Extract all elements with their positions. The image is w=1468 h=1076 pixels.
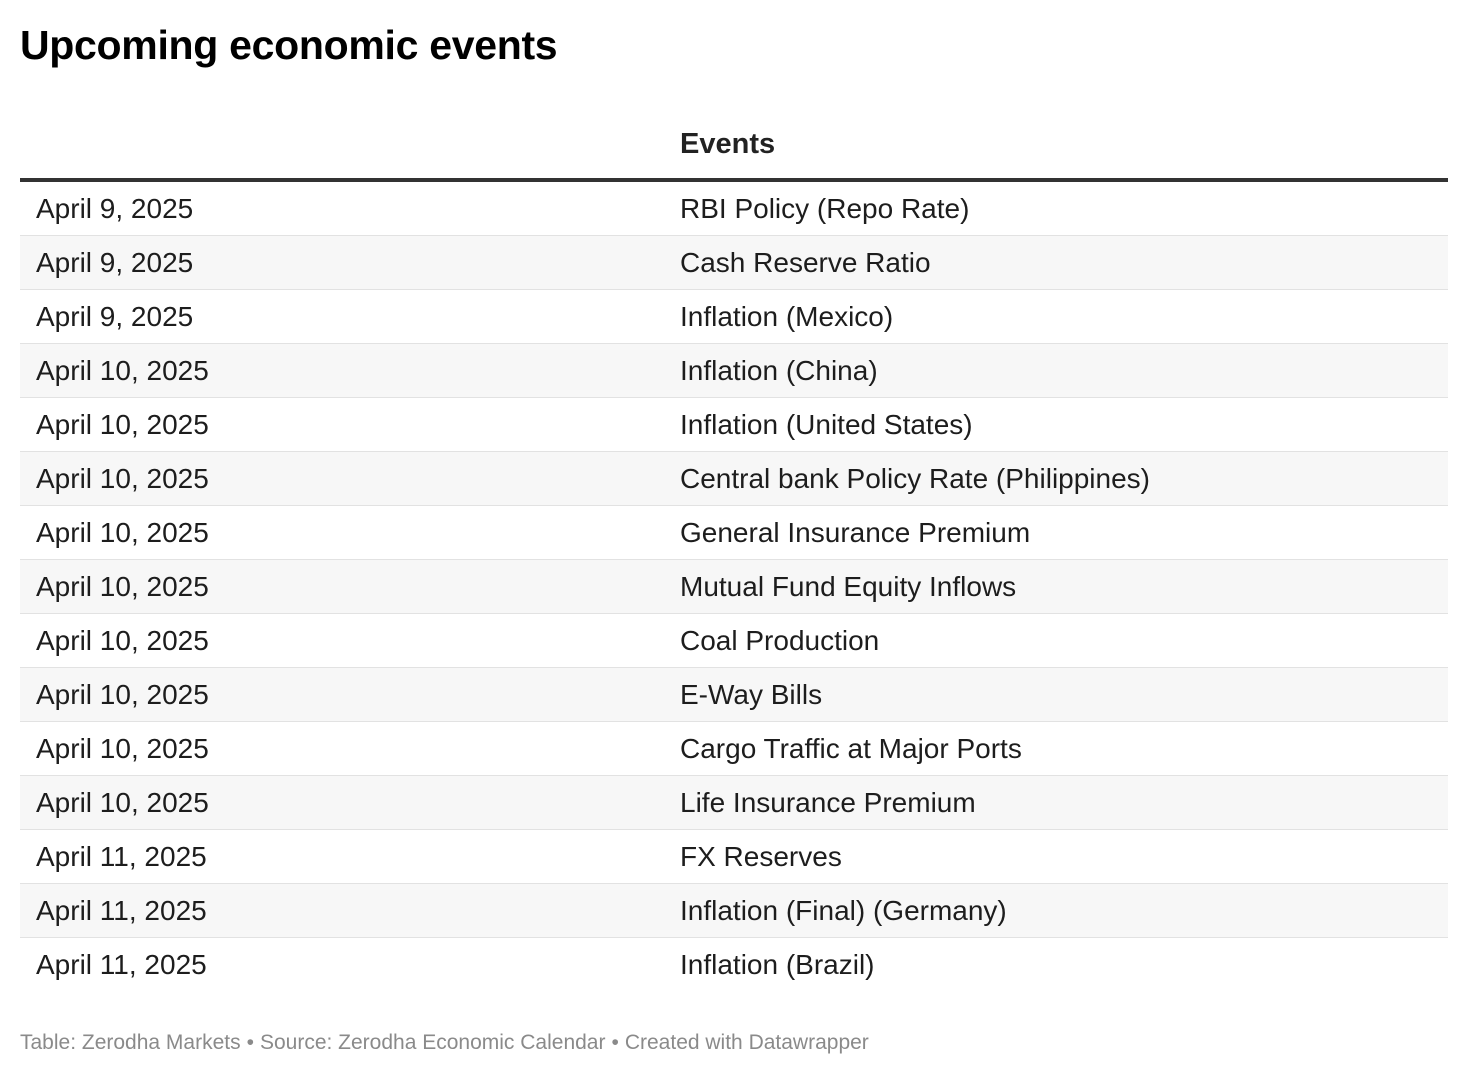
cell-event: Inflation (Mexico) xyxy=(664,289,1448,344)
cell-date: April 9, 2025 xyxy=(20,180,664,236)
cell-date: April 10, 2025 xyxy=(20,667,664,722)
cell-event: Inflation (United States) xyxy=(664,397,1448,452)
column-header-date xyxy=(20,110,664,182)
cell-date: April 10, 2025 xyxy=(20,343,664,398)
cell-date: April 10, 2025 xyxy=(20,775,664,830)
table-row: April 10, 2025 Mutual Fund Equity Inflows xyxy=(20,559,1448,614)
cell-event: Life Insurance Premium xyxy=(664,775,1448,830)
table-row: April 11, 2025 Inflation (Brazil) xyxy=(20,938,1448,992)
cell-event: FX Reserves xyxy=(664,829,1448,884)
footer-tool: Created with Datawrapper xyxy=(624,1031,869,1054)
header-row: Events xyxy=(20,110,1448,182)
cell-date: April 9, 2025 xyxy=(20,289,664,344)
table-row: April 10, 2025 Central bank Policy Rate (… xyxy=(20,451,1448,506)
table-row: April 9, 2025 Inflation (Mexico) xyxy=(20,289,1448,344)
table-header: Events xyxy=(20,110,1448,182)
cell-date: April 10, 2025 xyxy=(20,613,664,668)
cell-event: Cash Reserve Ratio xyxy=(664,235,1448,290)
table-row: April 10, 2025 Inflation (China) xyxy=(20,343,1448,398)
table-body: April 9, 2025 RBI Policy (Repo Rate) April… xyxy=(20,180,1448,991)
table-row: April 10, 2025 Inflation (United States) xyxy=(20,397,1448,452)
table-row: April 9, 2025 Cash Reserve Ratio xyxy=(20,235,1448,290)
cell-event: Mutual Fund Equity Inflows xyxy=(664,559,1448,614)
table-row: April 11, 2025 FX Reserves xyxy=(20,829,1448,884)
cell-event: Inflation (Final) (Germany) xyxy=(664,883,1448,938)
table-row: April 10, 2025 Life Insurance Premium xyxy=(20,775,1448,830)
cell-date: April 10, 2025 xyxy=(20,451,664,506)
cell-event: Coal Production xyxy=(664,613,1448,668)
cell-date: April 10, 2025 xyxy=(20,559,664,614)
cell-event: Inflation (China) xyxy=(664,343,1448,398)
footer-separator: • xyxy=(246,1031,254,1054)
cell-date: April 11, 2025 xyxy=(20,883,664,938)
footer-source: Source: Zerodha Economic Calendar xyxy=(259,1031,606,1054)
cell-date: April 10, 2025 xyxy=(20,721,664,776)
cell-event: E-Way Bills xyxy=(664,667,1448,722)
cell-event: Inflation (Brazil) xyxy=(680,949,875,980)
cell-date: April 11, 2025 xyxy=(36,949,207,980)
table-row: April 10, 2025 E-Way Bills xyxy=(20,667,1448,722)
cell-date: April 10, 2025 xyxy=(20,505,664,560)
cell-date: April 10, 2025 xyxy=(20,397,664,452)
events-table: Events April 9, 2025 RBI Policy (Repo Rat… xyxy=(20,110,1448,991)
footer-separator: • xyxy=(611,1031,619,1054)
footer-credit: Table: Zerodha Markets xyxy=(20,1031,241,1054)
footer-note: Table: Zerodha Markets • Source: Zerodha E… xyxy=(20,1030,869,1056)
cell-date: April 9, 2025 xyxy=(20,235,664,290)
cell-event: General Insurance Premium xyxy=(664,505,1448,560)
cell-date: April 11, 2025 xyxy=(20,829,664,884)
chart-title: Upcoming economic events xyxy=(20,22,558,68)
column-header-events: Events xyxy=(664,110,1448,182)
cell-event: Central bank Policy Rate (Philippines) xyxy=(664,451,1448,506)
table-row: April 11, 2025 Inflation (Final) (Germany… xyxy=(20,883,1448,938)
table-row: April 10, 2025 Cargo Traffic at Major Por… xyxy=(20,721,1448,776)
table-row: April 10, 2025 Coal Production xyxy=(20,613,1448,668)
cell-event: Cargo Traffic at Major Ports xyxy=(664,721,1448,776)
events-table-container: Events April 9, 2025 RBI Policy (Repo Rat… xyxy=(20,110,1448,991)
table-row: April 10, 2025 General Insurance Premium xyxy=(20,505,1448,560)
table-row: April 9, 2025 RBI Policy (Repo Rate) xyxy=(20,180,1448,236)
cell-event: RBI Policy (Repo Rate) xyxy=(664,180,1448,236)
